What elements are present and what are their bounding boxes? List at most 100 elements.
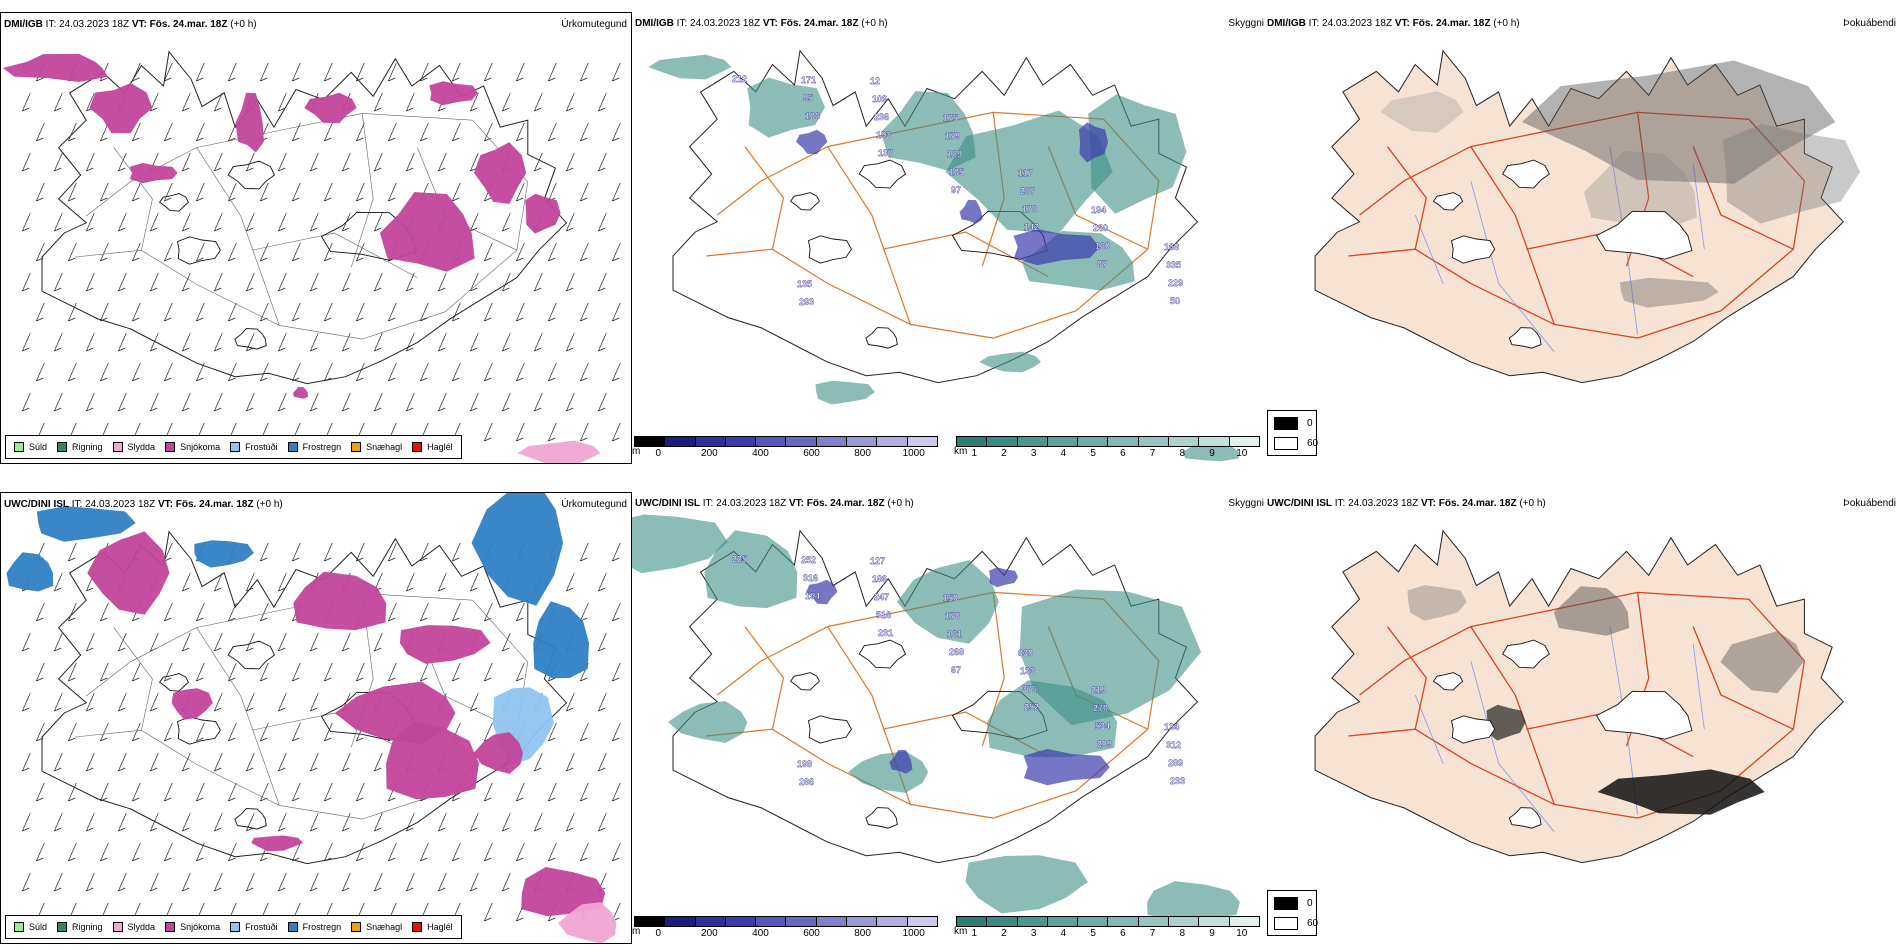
scale-cell — [957, 437, 988, 446]
wind-barb — [214, 392, 223, 412]
wind-barb — [100, 722, 109, 742]
wind-barb — [452, 62, 461, 82]
cloud-base-label: 194 — [805, 591, 820, 601]
road — [196, 627, 280, 806]
cloud-base-label: 376 — [1022, 684, 1037, 694]
wind-barb — [484, 842, 493, 862]
wind-barb — [598, 752, 607, 772]
legend-item: Snæhagl — [351, 922, 402, 932]
wind-barb — [196, 302, 205, 322]
cloud-base-label: 252 — [801, 555, 816, 565]
legend-item: Haglél — [412, 922, 453, 932]
wind-barb — [406, 572, 415, 592]
scale-tick-label: 800 — [854, 928, 871, 939]
wind-barb — [502, 872, 511, 892]
legend-item: Rigning — [57, 442, 103, 452]
legend-swatch — [14, 442, 24, 452]
wind-barb — [470, 812, 479, 832]
cloud-base-label: 160 — [1095, 241, 1110, 251]
scale-tick-label: 800 — [854, 448, 871, 459]
wind-barb — [150, 332, 159, 352]
panel-header: UWC/DINI ISL IT: 24.03.2023 18Z VT: Fös.… — [4, 499, 283, 510]
scale-cell — [877, 917, 908, 926]
legend-item: Súld — [14, 922, 47, 932]
wind-barb — [278, 572, 287, 592]
legend-label: Snjókoma — [180, 442, 221, 452]
wind-barb — [150, 752, 159, 772]
scale-tick-label: 10 — [1236, 928, 1248, 939]
wind-barb — [502, 272, 511, 292]
legend-swatch — [57, 922, 68, 932]
wind-barb — [68, 842, 77, 862]
scale-cell — [816, 437, 848, 446]
wind-barb — [86, 212, 95, 232]
wind-barb — [22, 332, 31, 352]
wind-barb — [438, 152, 447, 172]
wind-barb — [132, 842, 141, 862]
wind-barb — [228, 722, 237, 742]
fog-legend-swatch — [1274, 417, 1298, 430]
wind-barb — [196, 62, 205, 82]
wind-barb — [324, 62, 333, 82]
wind-barb — [292, 782, 301, 802]
scale-tick-label: 200 — [701, 928, 718, 939]
wind-barb — [182, 92, 191, 112]
wind-barb — [196, 662, 205, 682]
wind-barb — [36, 722, 45, 742]
legend-item: Frostúði — [230, 922, 278, 932]
wind-barb — [452, 302, 461, 322]
wind-barb — [132, 662, 141, 682]
scale-tick-label: 200 — [701, 448, 718, 459]
scale-labels: 1 2 3 4 5 6 7 8 9 10 — [956, 927, 1260, 939]
wind-barb — [452, 602, 461, 622]
cloud-base-area — [1079, 122, 1109, 163]
wind-barb — [196, 722, 205, 742]
cloud-base-label: 212 — [732, 74, 747, 84]
low-cloud-area — [747, 77, 825, 138]
legend-label: Haglél — [427, 922, 453, 932]
legend-label: Haglél — [427, 442, 453, 452]
cloud-base-label: 312 — [1166, 740, 1181, 750]
legend-swatch — [165, 442, 176, 452]
low-cloud-area — [880, 91, 976, 171]
wind-barb — [246, 392, 255, 412]
scale-cell — [725, 917, 757, 926]
wind-barb — [566, 392, 575, 412]
wind-barb — [22, 272, 31, 292]
legend-label: Rigning — [72, 922, 103, 932]
road — [251, 712, 418, 758]
wind-barb — [260, 782, 269, 802]
wind-barb — [228, 842, 237, 862]
wind-barb — [374, 392, 383, 412]
wind-barb — [502, 392, 511, 412]
wind-barb — [452, 182, 461, 202]
wind-barb — [516, 182, 525, 202]
road — [196, 147, 280, 326]
wind-barb — [580, 542, 589, 562]
fog-legend-row: 60 — [1274, 437, 1318, 450]
scale-tick-label: 7 — [1149, 448, 1156, 459]
cloud-base-label: 193 — [876, 130, 891, 140]
iceland-land — [1314, 49, 1844, 384]
wind-barb — [324, 122, 333, 142]
wind-barb — [612, 782, 621, 802]
scale-tick-label: 8 — [1179, 448, 1186, 459]
wind-barb — [580, 722, 589, 742]
wind-barb — [420, 302, 429, 322]
wind-barb — [374, 272, 383, 292]
scale-tick-label: 0 — [655, 928, 662, 939]
cloud-base-label: 516 — [876, 610, 891, 620]
wind-barb — [182, 332, 191, 352]
wind-barb — [86, 332, 95, 352]
iceland-land — [1314, 529, 1844, 864]
wind-barb — [182, 392, 191, 412]
scale-cell — [786, 437, 817, 446]
wind-barb — [342, 812, 351, 832]
legend-swatch — [112, 922, 123, 932]
legend-swatch — [351, 922, 362, 932]
glacier — [807, 235, 852, 264]
legend-label: Slydda — [127, 922, 156, 932]
glacier — [1508, 807, 1542, 829]
wind-barb — [324, 782, 333, 802]
wind-barb — [324, 182, 333, 202]
